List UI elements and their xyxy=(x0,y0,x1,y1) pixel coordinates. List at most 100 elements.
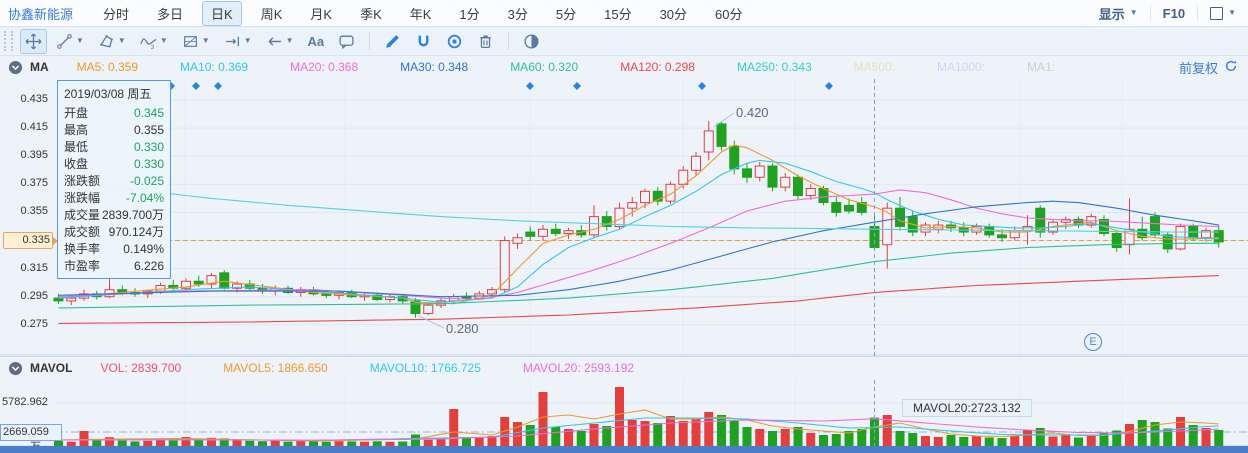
f10-button[interactable]: F10 xyxy=(1149,5,1197,21)
volume-axis-crosshair-label: 2669.059 xyxy=(0,424,62,441)
adjust-mode-label: 前复权 xyxy=(1178,60,1218,76)
pan-tool[interactable] xyxy=(20,28,47,54)
tooltip-row-换手率: 换手率 0.149% xyxy=(64,242,164,256)
magnet-tool[interactable] xyxy=(410,29,437,54)
price-axis-label: 0.375 xyxy=(20,177,48,190)
tooltip-row-成交额: 成交额 970.124万 xyxy=(64,225,164,239)
price-axis-label: 0.415 xyxy=(20,121,48,134)
tab-多日[interactable]: 多日 xyxy=(157,6,184,22)
collapse-mavol-icon[interactable] xyxy=(8,361,23,376)
tooltip-date-value: 2019/03/08 xyxy=(64,87,125,101)
price-axis-label: 0.435 xyxy=(20,93,48,105)
drawing-toolbar: ▼ ▼ 3 ▼ ▼ ▼ ▼ Aa xyxy=(0,27,1248,56)
tab-周K[interactable]: 周K xyxy=(260,6,283,22)
tooltip-row-收盘: 收盘 0.330 xyxy=(64,157,164,171)
toolbar-divider xyxy=(508,32,510,50)
ma-value-ma120: MA120: 0.298 xyxy=(620,60,695,74)
tooltip-row-成交量: 成交量 2839.700万 xyxy=(64,208,164,222)
ma-value-ma30: MA30: 0.348 xyxy=(400,60,469,74)
tab-15分[interactable]: 15分 xyxy=(604,6,632,22)
low-price-annotation: 0.280 xyxy=(446,321,479,336)
polygon-tool[interactable]: ▼ xyxy=(93,29,131,54)
price-axis-label: 0.355 xyxy=(20,205,48,218)
tab-1分[interactable]: 1分 xyxy=(459,6,480,22)
mavol-values: VOL: 2839.700 MAVOL5: 1866.650 MAVOL10: 17… xyxy=(100,361,676,375)
layout-menu[interactable]: ▼ xyxy=(1197,5,1248,21)
tab-3分[interactable]: 3分 xyxy=(507,6,528,22)
chevron-down-icon: ▼ xyxy=(1129,8,1138,17)
vol-value-mavol5: MAVOL5: 1866.650 xyxy=(223,361,328,375)
ohlc-tooltip: 2019/03/08 周五 开盘 0.345 最高 0.355 最低 0.330 收盘 0.3… xyxy=(57,80,171,279)
ma-value-ma10: MA10: 0.369 xyxy=(180,60,249,74)
contrast-tool[interactable] xyxy=(518,29,545,54)
tab-月K[interactable]: 月K xyxy=(310,6,333,22)
ma-value-ma60: MA60: 0.320 xyxy=(510,60,579,74)
display-menu[interactable]: 显示 ▼ xyxy=(1087,5,1150,22)
tooltip-weekday: 周五 xyxy=(127,87,152,101)
ma-value-ma250: MA250: 0.343 xyxy=(736,60,812,74)
tab-5分[interactable]: 5分 xyxy=(555,6,577,22)
collapse-ma-icon[interactable] xyxy=(8,60,23,75)
ma-indicator-row: MA MA5: 0.359 MA10: 0.369 MA20: 0.368 MA30:… xyxy=(0,56,1248,78)
draw-pencil-tool[interactable] xyxy=(379,29,406,54)
svg-text:3: 3 xyxy=(150,43,154,49)
crosshair-tool[interactable] xyxy=(441,29,468,54)
tab-30分[interactable]: 30分 xyxy=(659,6,688,22)
period-tabbar: 协鑫新能源 分时 多日 日K 周K 月K 季K 年K 1分 3分 5分 15分 30分 60分 显示 ▼… xyxy=(0,0,1248,27)
gann-box-tool[interactable]: ▼ xyxy=(177,29,215,54)
chevron-down-icon: ▼ xyxy=(201,36,210,45)
tab-60分[interactable]: 60分 xyxy=(715,6,743,22)
chevron-down-icon: ▼ xyxy=(243,36,252,45)
chevron-down-icon: ▼ xyxy=(76,36,84,45)
ma-value-ma20: MA20: 0.368 xyxy=(290,60,359,74)
price-axis-label: 0.395 xyxy=(20,149,48,162)
ma-values: MA5: 0.359 MA10: 0.369 MA20: 0.368 MA30: 0.… xyxy=(77,60,1097,74)
arrow-tool[interactable]: ▼ xyxy=(261,29,299,54)
tooltip-row-开盘: 开盘 0.345 xyxy=(64,106,164,120)
delete-tool[interactable] xyxy=(472,29,499,54)
chevron-down-icon: ▼ xyxy=(285,36,294,45)
tabbar-right: 显示 ▼ F10 ▼ xyxy=(1087,0,1248,26)
toolbar-grip-handle[interactable] xyxy=(4,31,13,51)
tab-日K[interactable]: 日K xyxy=(202,0,242,26)
measure-tool[interactable]: ▼ xyxy=(219,29,257,54)
tab-季K[interactable]: 季K xyxy=(360,6,382,22)
vol-value-mavol10: MAVOL10: 1766.725 xyxy=(369,361,481,375)
f10-label: F10 xyxy=(1162,5,1186,21)
tab-分时[interactable]: 分时 xyxy=(103,6,130,22)
comment-tool[interactable] xyxy=(333,29,360,54)
wave-tool[interactable]: 3 ▼ xyxy=(135,29,173,54)
event-circle-e-icon[interactable]: E xyxy=(1084,333,1102,351)
ma-value-ma1000: MA1000: xyxy=(937,60,986,74)
price-axis-label: 0.315 xyxy=(20,261,48,274)
toolbar-tools: ▼ ▼ 3 ▼ ▼ ▼ ▼ Aa xyxy=(18,28,547,54)
text-tool[interactable]: Aa xyxy=(307,33,325,49)
tab-年K[interactable]: 年K xyxy=(409,6,432,22)
high-price-annotation: 0.420 xyxy=(736,105,769,120)
tooltip-row-最低: 最低 0.330 xyxy=(64,140,164,154)
restore-icon[interactable] xyxy=(1224,59,1238,76)
tooltip-row-市盈率: 市盈率 6.226 xyxy=(64,259,164,273)
adjust-mode-button[interactable]: 前复权 xyxy=(1179,58,1238,77)
vol-value-mavol20: MAVOL20: 2593.192 xyxy=(522,361,635,375)
toolbar-divider xyxy=(369,32,371,50)
tooltip-row-最高: 最高 0.355 xyxy=(64,123,164,137)
ma-value-ma5: MA5: 0.359 xyxy=(76,60,139,74)
tooltip-rows: 开盘 0.345 最高 0.355 最低 0.330 收盘 0.330 涨跌额 -0.025 涨跌幅… xyxy=(64,105,164,275)
display-menu-label: 显示 xyxy=(1098,6,1125,22)
mavol-group-label: MAVOL xyxy=(30,361,73,375)
volume-axis-label: 5782.962 xyxy=(2,396,48,408)
ma-value-ma1: MA1: xyxy=(1027,60,1056,74)
stock-name[interactable]: 协鑫新能源 xyxy=(8,6,74,22)
trendline-tool[interactable]: ▼ xyxy=(51,29,89,54)
time-scrollbar[interactable] xyxy=(0,446,1248,453)
chevron-down-icon: ▼ xyxy=(159,36,168,45)
current-price-tag: 0.335 xyxy=(3,232,58,249)
tooltip-row-涨跌幅: 涨跌幅 -7.04% xyxy=(64,191,164,205)
chevron-down-icon: ▼ xyxy=(1228,8,1236,17)
vol-indicator-row: MAVOL VOL: 2839.700 MAVOL5: 1866.650 MAVOL… xyxy=(0,356,1248,379)
price-axis-label: 0.275 xyxy=(20,317,48,330)
tabbar-tabs: 分时 多日 日K 周K 月K 季K 年K 1分 3分 5分 15分 30分 60分 xyxy=(89,0,757,26)
tooltip-row-涨跌额: 涨跌额 -0.025 xyxy=(64,174,164,188)
